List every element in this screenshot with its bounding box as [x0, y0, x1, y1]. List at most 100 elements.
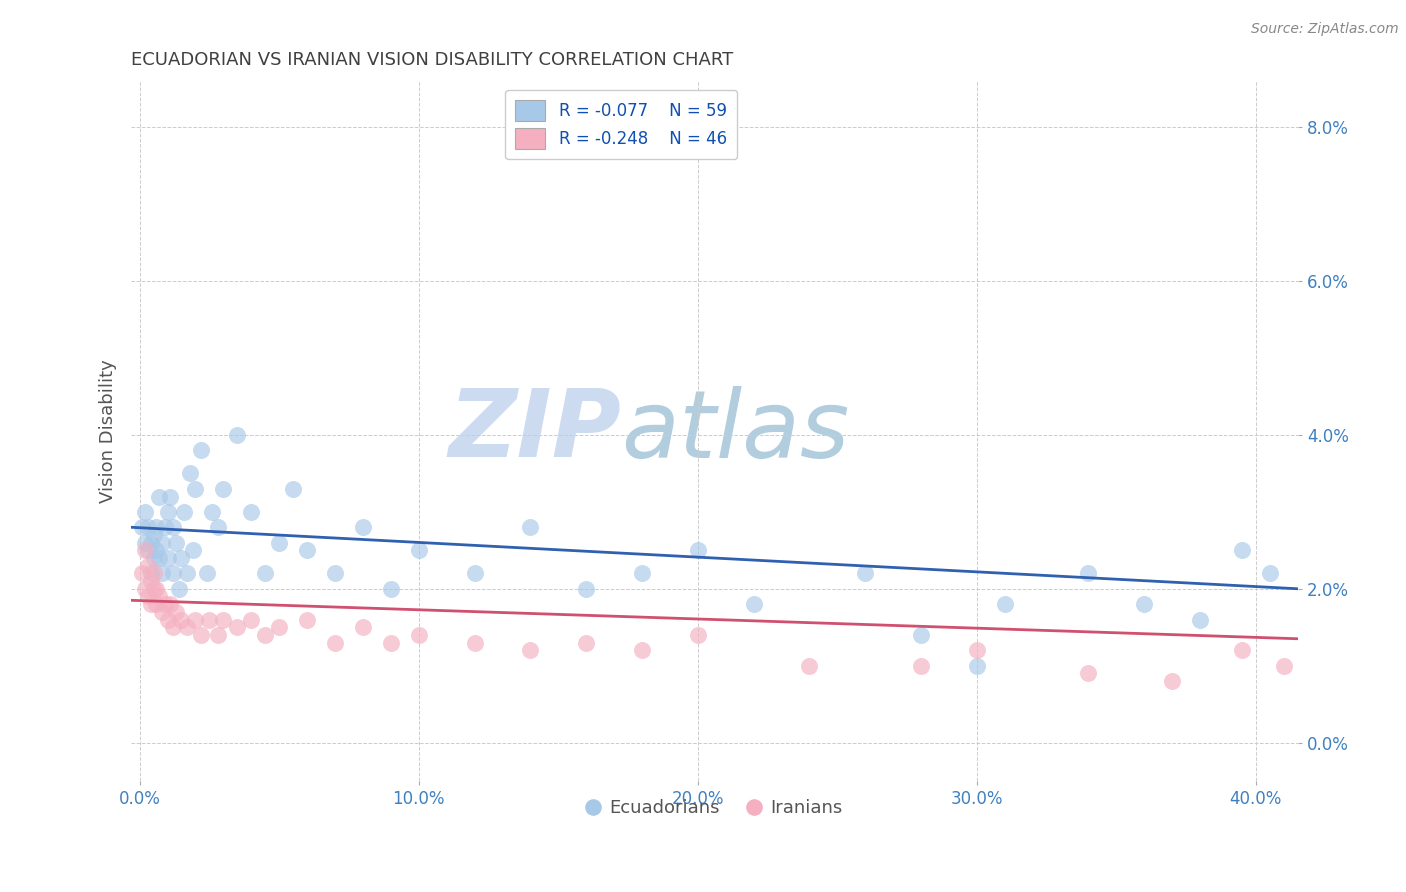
Point	[853, 566, 876, 581]
Point	[153, 597, 176, 611]
Point	[145, 597, 167, 611]
Text: ZIP: ZIP	[449, 385, 621, 477]
Legend: Ecuadorians, Iranians: Ecuadorians, Iranians	[579, 792, 851, 824]
Point	[1230, 543, 1253, 558]
Point	[176, 620, 198, 634]
Point	[184, 482, 207, 496]
Point	[190, 443, 212, 458]
Point	[408, 543, 430, 558]
Point	[966, 643, 988, 657]
Point	[156, 551, 179, 566]
Point	[136, 543, 159, 558]
Point	[631, 566, 654, 581]
Point	[240, 505, 263, 519]
Point	[575, 582, 598, 596]
Point	[162, 520, 184, 534]
Point	[1133, 597, 1156, 611]
Point	[153, 520, 176, 534]
Point	[212, 482, 235, 496]
Text: Source: ZipAtlas.com: Source: ZipAtlas.com	[1251, 22, 1399, 37]
Point	[159, 597, 181, 611]
Point	[184, 613, 207, 627]
Point	[162, 566, 184, 581]
Point	[142, 551, 165, 566]
Point	[134, 505, 156, 519]
Point	[207, 628, 229, 642]
Point	[201, 505, 224, 519]
Point	[170, 551, 193, 566]
Point	[179, 467, 201, 481]
Point	[165, 605, 187, 619]
Point	[352, 620, 374, 634]
Point	[145, 520, 167, 534]
Point	[181, 543, 204, 558]
Point	[136, 520, 159, 534]
Point	[352, 520, 374, 534]
Point	[380, 582, 402, 596]
Point	[198, 613, 221, 627]
Point	[799, 658, 821, 673]
Point	[295, 613, 318, 627]
Point	[156, 613, 179, 627]
Point	[269, 535, 291, 549]
Point	[910, 628, 932, 642]
Point	[226, 620, 249, 634]
Point	[994, 597, 1017, 611]
Point	[207, 520, 229, 534]
Point	[195, 566, 218, 581]
Point	[136, 590, 159, 604]
Point	[150, 535, 173, 549]
Point	[170, 613, 193, 627]
Point	[139, 535, 162, 549]
Point	[519, 643, 541, 657]
Point	[156, 505, 179, 519]
Point	[134, 535, 156, 549]
Point	[150, 605, 173, 619]
Text: atlas: atlas	[621, 385, 849, 476]
Point	[131, 566, 153, 581]
Point	[281, 482, 304, 496]
Point	[254, 566, 277, 581]
Point	[519, 520, 541, 534]
Point	[686, 628, 709, 642]
Point	[165, 535, 187, 549]
Point	[134, 582, 156, 596]
Point	[145, 582, 167, 596]
Point	[150, 566, 173, 581]
Point	[575, 635, 598, 649]
Point	[1161, 674, 1184, 689]
Point	[139, 566, 162, 581]
Point	[226, 428, 249, 442]
Point	[136, 558, 159, 573]
Point	[1272, 658, 1295, 673]
Point	[463, 635, 485, 649]
Point	[631, 643, 654, 657]
Point	[148, 490, 170, 504]
Point	[966, 658, 988, 673]
Point	[162, 620, 184, 634]
Point	[295, 543, 318, 558]
Point	[173, 505, 195, 519]
Point	[742, 597, 765, 611]
Point	[176, 566, 198, 581]
Point	[142, 566, 165, 581]
Point	[167, 582, 190, 596]
Point	[463, 566, 485, 581]
Point	[190, 628, 212, 642]
Point	[148, 590, 170, 604]
Point	[240, 613, 263, 627]
Point	[145, 543, 167, 558]
Point	[254, 628, 277, 642]
Point	[1077, 666, 1099, 681]
Point	[380, 635, 402, 649]
Point	[1189, 613, 1212, 627]
Point	[142, 582, 165, 596]
Point	[323, 635, 346, 649]
Point	[1230, 643, 1253, 657]
Point	[134, 543, 156, 558]
Point	[1077, 566, 1099, 581]
Point	[159, 490, 181, 504]
Point	[212, 613, 235, 627]
Y-axis label: Vision Disability: Vision Disability	[100, 359, 117, 503]
Point	[1258, 566, 1281, 581]
